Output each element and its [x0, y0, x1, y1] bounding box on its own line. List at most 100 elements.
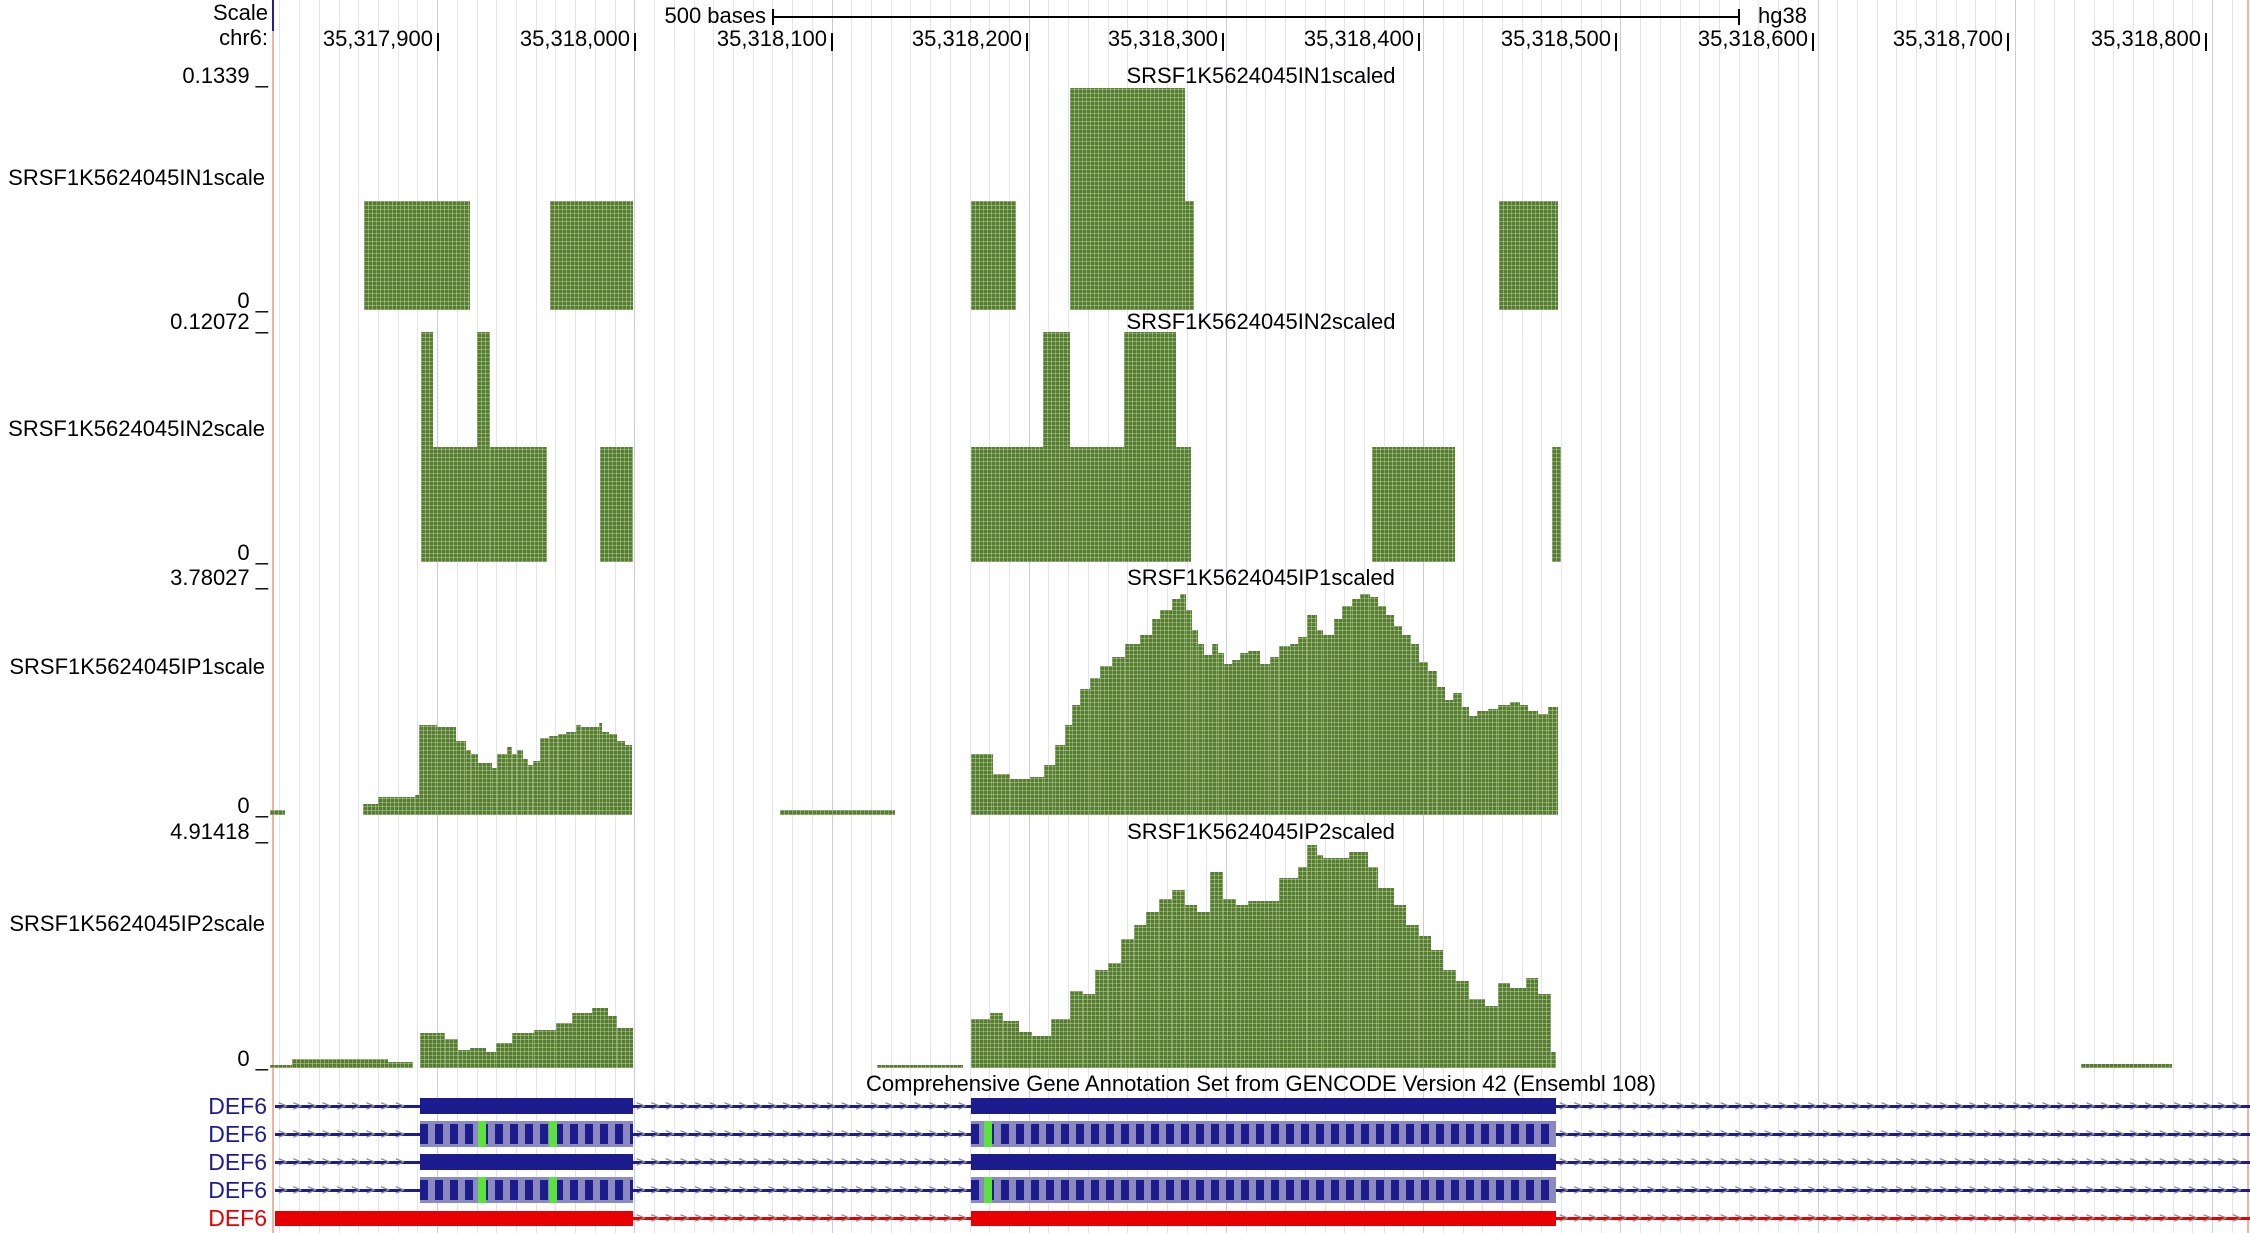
wiggle-bar[interactable]: [625, 745, 632, 815]
wiggle-bar[interactable]: [1186, 610, 1192, 815]
exon-block-coding[interactable]: [420, 1121, 633, 1147]
wiggle-bar[interactable]: [523, 759, 528, 815]
wiggle-bar[interactable]: [1402, 635, 1411, 815]
wiggle-bar[interactable]: [1323, 635, 1334, 815]
wiggle-bar[interactable]: [1469, 999, 1485, 1068]
wiggle-bar[interactable]: [1394, 905, 1406, 1068]
wiggle-bar[interactable]: [1520, 705, 1528, 815]
wiggle-bar[interactable]: [477, 332, 490, 562]
wiggle-bar[interactable]: [608, 1016, 617, 1068]
wiggle-bar[interactable]: [1419, 936, 1431, 1068]
wiggle-bar[interactable]: [550, 201, 633, 310]
wiggle-bar[interactable]: [1260, 664, 1270, 815]
wiggle-bar[interactable]: [1378, 888, 1394, 1068]
wiggle-bar[interactable]: [558, 734, 566, 815]
wiggle-bar[interactable]: [512, 1033, 534, 1068]
wiggle-bar[interactable]: [1044, 765, 1055, 815]
track-name-label[interactable]: SRSF1K5624045IP2scale: [9, 911, 265, 936]
wiggle-bar[interactable]: [1185, 201, 1194, 310]
wiggle-bar[interactable]: [1019, 1032, 1032, 1068]
wiggle-bar[interactable]: [1180, 594, 1186, 815]
wiggle-bar[interactable]: [497, 754, 507, 815]
wiggle-bar[interactable]: [1212, 644, 1218, 815]
wiggle-bar[interactable]: [1218, 653, 1224, 815]
wiggle-bar[interactable]: [602, 732, 609, 815]
wiggle-bar[interactable]: [971, 447, 1043, 562]
wiggle-bar[interactable]: [1055, 745, 1065, 815]
exon-block[interactable]: [420, 1154, 633, 1170]
wiggle-bar[interactable]: [1526, 978, 1538, 1068]
wiggle-bar[interactable]: [1279, 878, 1298, 1068]
wiggle-bar[interactable]: [1140, 635, 1152, 815]
wiggle-bar[interactable]: [1406, 925, 1419, 1068]
gene-label[interactable]: DEF6: [208, 1205, 267, 1231]
wiggle-bar[interactable]: [1370, 597, 1378, 815]
wiggle-bar[interactable]: [507, 747, 512, 815]
wiggle-bar[interactable]: [1065, 725, 1072, 815]
wiggle-bar[interactable]: [1080, 689, 1090, 815]
wiggle-bar[interactable]: [1248, 901, 1279, 1068]
wiggle-bar[interactable]: [576, 725, 581, 815]
wiggle-bar[interactable]: [270, 810, 285, 815]
wiggle-bar[interactable]: [1307, 615, 1317, 815]
wiggle-bar[interactable]: [415, 795, 419, 815]
wiggle-bar[interactable]: [1146, 912, 1159, 1068]
wiggle-bar[interactable]: [1100, 666, 1112, 815]
wiggle-bar[interactable]: [556, 1023, 572, 1068]
wiggle-bar[interactable]: [1112, 657, 1125, 815]
wiggle-bar[interactable]: [456, 741, 466, 815]
wiggle-bar[interactable]: [533, 761, 540, 815]
wiggle-bar[interactable]: [1453, 693, 1462, 815]
wiggle-bar[interactable]: [599, 723, 602, 815]
wiggle-bar[interactable]: [1307, 845, 1317, 1068]
wiggle-bar[interactable]: [1172, 599, 1180, 815]
exon-block-coding[interactable]: [420, 1177, 633, 1203]
wiggle-bar[interactable]: [877, 1065, 963, 1068]
exon-block-coding[interactable]: [971, 1177, 1556, 1203]
wiggle-bar[interactable]: [1125, 644, 1140, 815]
wiggle-bar[interactable]: [1070, 88, 1185, 310]
wiggle-bar[interactable]: [549, 736, 558, 815]
wiggle-bar[interactable]: [1210, 872, 1223, 1068]
wiggle-bar[interactable]: [780, 810, 895, 815]
wiggle-bar[interactable]: [1030, 777, 1044, 815]
wiggle-bar[interactable]: [471, 754, 478, 815]
wiggle-bar[interactable]: [609, 734, 617, 815]
wiggle-bar[interactable]: [1360, 594, 1370, 815]
wiggle-bar[interactable]: [1043, 332, 1070, 562]
wiggle-bar[interactable]: [592, 1008, 608, 1068]
wiggle-bar[interactable]: [1462, 707, 1469, 815]
wiggle-bar[interactable]: [388, 1062, 413, 1068]
wiggle-bar[interactable]: [1548, 707, 1558, 815]
wiggle-bar[interactable]: [492, 768, 497, 815]
exon-block-coding[interactable]: [971, 1121, 1556, 1147]
wiggle-bar[interactable]: [600, 447, 633, 562]
wiggle-bar[interactable]: [617, 741, 625, 815]
wiggle-bar[interactable]: [1152, 619, 1160, 815]
wiggle-bar[interactable]: [1032, 1036, 1051, 1068]
track-name-label[interactable]: SRSF1K5624045IN2scale: [8, 416, 265, 441]
wiggle-bar[interactable]: [1240, 653, 1248, 815]
wiggle-bar[interactable]: [419, 725, 437, 815]
wiggle-bar[interactable]: [292, 1059, 388, 1068]
wiggle-bar[interactable]: [581, 727, 599, 815]
wiggle-bar[interactable]: [1072, 705, 1080, 815]
wiggle-bar[interactable]: [437, 727, 456, 815]
wiggle-bar[interactable]: [1323, 858, 1349, 1068]
wiggle-bar[interactable]: [378, 797, 415, 815]
wiggle-bar[interactable]: [971, 754, 993, 815]
wiggle-bar[interactable]: [1437, 687, 1445, 815]
wiggle-bar[interactable]: [2081, 1064, 2172, 1068]
wiggle-bar[interactable]: [1498, 705, 1510, 815]
wiggle-bar[interactable]: [990, 1013, 1003, 1068]
wiggle-bar[interactable]: [1469, 716, 1477, 815]
wiggle-bar[interactable]: [1108, 963, 1121, 1068]
wiggle-bar[interactable]: [534, 1030, 556, 1068]
wiggle-bar[interactable]: [1248, 651, 1260, 815]
wiggle-bar[interactable]: [1538, 994, 1551, 1068]
wiggle-bar[interactable]: [445, 1039, 458, 1068]
wiggle-bar[interactable]: [1070, 991, 1083, 1068]
wiggle-bar[interactable]: [1134, 925, 1146, 1068]
wiggle-bar[interactable]: [1445, 700, 1453, 815]
wiggle-bar[interactable]: [1124, 332, 1176, 562]
